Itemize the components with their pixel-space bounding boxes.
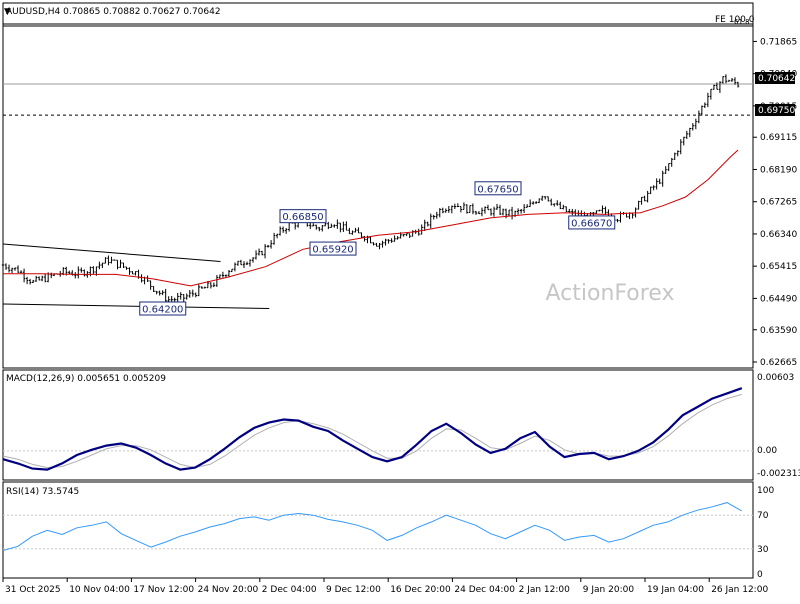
xtick-label: 2 Dec 04:00 (262, 585, 317, 595)
falling-channel-lower (2, 303, 270, 310)
falling-channel-upper (2, 243, 221, 262)
price-annotation-label: 0.64200 (142, 305, 183, 316)
xtick-label: 2 Jan 12:00 (519, 585, 571, 595)
price-ytick-label: 0.69115 (760, 133, 797, 143)
price-annotation-box (568, 215, 616, 230)
xtick-label: 24 Dec 04:00 (454, 585, 515, 595)
price-annotation-box (139, 301, 187, 316)
watermark: ActionForex (546, 281, 675, 306)
price-ytick-label: 0.68190 (760, 165, 797, 175)
xtick-label: 10 Nov 04:00 (69, 585, 130, 595)
macd-panel-frame (2, 369, 754, 481)
xtick-label: 24 Nov 20:00 (198, 585, 259, 595)
price-annotation-label: 0.67650 (477, 184, 518, 195)
price-panel-frame (2, 2, 754, 369)
rsi-ytick-label: 100 (757, 486, 774, 496)
price-annotation-label: 0.65920 (312, 245, 353, 256)
macd-line (2, 387, 743, 471)
dashed-level-label: 0.69750 (758, 106, 795, 116)
rsi-ytick-label: 70 (757, 511, 769, 521)
xtick-label: 26 Jan 12:00 (711, 585, 768, 595)
xtick-label: 31 Oct 2025 (5, 585, 61, 595)
price-annotation-label: 0.66850 (282, 212, 323, 223)
price-ytick-label: 0.67265 (760, 198, 797, 208)
xtick-label: 9 Jan 20:00 (583, 585, 635, 595)
ema-line (3, 149, 739, 287)
rsi-ytick-label: 30 (757, 545, 769, 555)
price-annotation-box (309, 241, 357, 256)
rsi-panel-frame (2, 481, 754, 579)
collapse-triangle-icon[interactable]: ▼ (4, 7, 11, 17)
price-annotation-box (279, 209, 327, 224)
xtick-label: 9 Dec 12:00 (326, 585, 381, 595)
price-ytick-label: 0.63590 (760, 326, 797, 336)
fe-sub-label: 61.8 (734, 18, 750, 26)
price-annotation-box (474, 181, 522, 196)
xtick-label: 19 Jan 04:00 (647, 585, 704, 595)
price-annotation-label: 0.66670 (571, 218, 612, 229)
macd-zero-label: 0.00 (757, 446, 777, 456)
rsi-line (2, 502, 743, 551)
price-ytick-label: 0.62665 (760, 358, 797, 368)
current-price-badge (755, 72, 795, 84)
price-ytick-label: 0.64490 (760, 294, 797, 304)
current-price-label: 0.70642 (758, 74, 795, 84)
macd-title: MACD(12,26,9) 0.005651 0.005209 (6, 374, 166, 384)
price-ytick-label: 0.71865 (760, 37, 797, 47)
rsi-title: RSI(14) 73.5745 (6, 487, 79, 497)
fe-label: FE 100.0 (715, 15, 755, 25)
price-ytick-label: 0.66340 (760, 230, 797, 240)
macd-min-label: -0.002313 (757, 469, 800, 479)
rsi-ytick-label: 0 (757, 570, 763, 580)
dashed-level-badge (755, 104, 795, 116)
price-ytick-label: 0.65415 (760, 262, 797, 272)
xtick-label: 16 Dec 20:00 (390, 585, 451, 595)
macd-value-label: 0.00603 (757, 373, 794, 383)
symbol-header: AUDUSD,H4 0.70865 0.70882 0.70627 0.7064… (6, 7, 221, 17)
xtick-label: 17 Nov 12:00 (133, 585, 194, 595)
